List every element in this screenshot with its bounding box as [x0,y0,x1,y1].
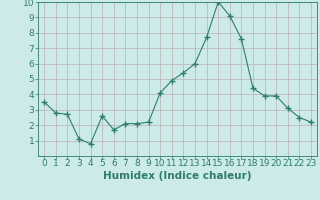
X-axis label: Humidex (Indice chaleur): Humidex (Indice chaleur) [103,171,252,181]
